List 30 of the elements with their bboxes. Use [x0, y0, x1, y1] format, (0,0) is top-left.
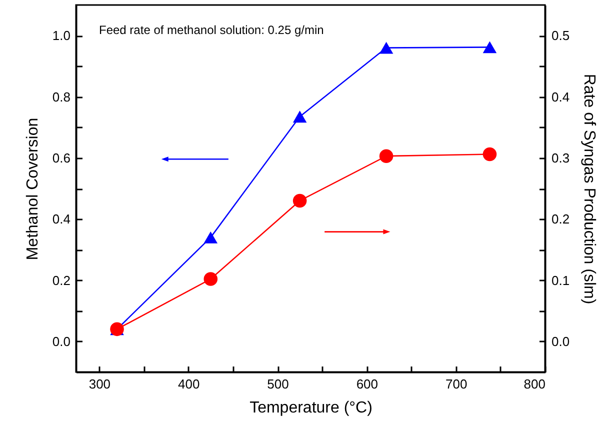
- point: [204, 231, 218, 244]
- point: [292, 110, 307, 123]
- point: [482, 147, 497, 162]
- y-tick-label: 0.6: [52, 150, 70, 166]
- y-axis-title: Methanol Coversion: [24, 118, 42, 260]
- y-tick-label: 0.0: [52, 334, 70, 349]
- point: [292, 194, 307, 208]
- y2-axis-title: Rate of Syngas Production (slm): [580, 74, 598, 304]
- y2-tick-label: 0.4: [552, 89, 570, 104]
- y2-tick-label: 0.1: [552, 272, 570, 288]
- point: [482, 41, 497, 54]
- x-tick-label: 400: [178, 376, 200, 392]
- y2-tick-label: 0.0: [552, 334, 570, 349]
- x-tick-label: 300: [88, 376, 111, 392]
- y-tick-label: 0.2: [52, 272, 70, 288]
- point: [379, 149, 394, 163]
- x-tick-label: 700: [445, 376, 468, 392]
- y2-tick-label: 0.3: [552, 150, 570, 166]
- y-tick-label: 0.4: [52, 212, 70, 227]
- x-axis-title: Temperature (°C): [250, 400, 372, 416]
- x-tick-label: 800: [524, 376, 546, 392]
- x-tick-label: 500: [267, 376, 289, 392]
- y2-tick-label: 0.5: [552, 28, 570, 44]
- point: [379, 42, 394, 54]
- y2-tick-label: 0.2: [552, 212, 570, 227]
- x-tick-label: 600: [356, 376, 378, 392]
- y-tick-label: 1.0: [52, 28, 70, 44]
- point: [204, 272, 218, 286]
- y-tick-label: 0.8: [52, 89, 70, 104]
- annotation: Feed rate of methanol solution: 0.25 g/min: [99, 23, 324, 37]
